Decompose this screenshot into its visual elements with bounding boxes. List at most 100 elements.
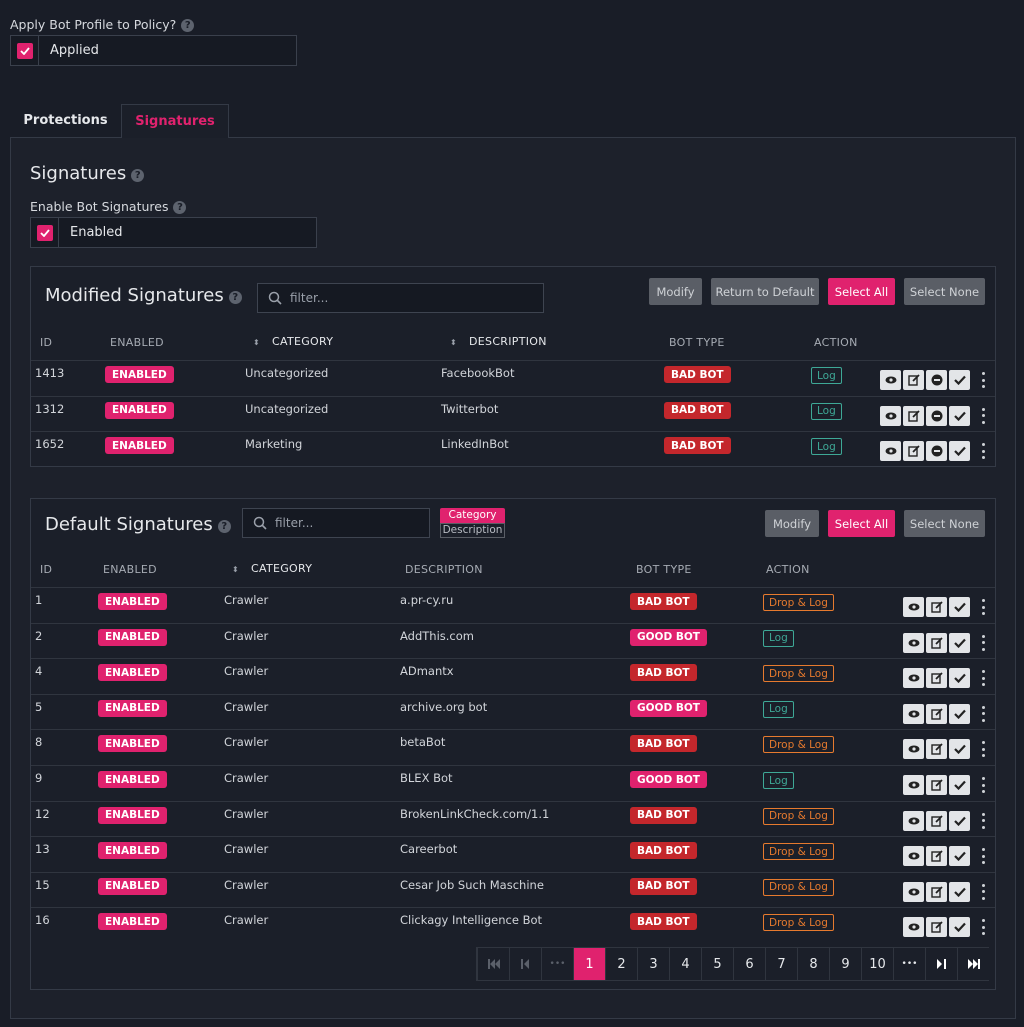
page-9-button[interactable]: 9 [829, 948, 861, 980]
eye-button[interactable] [903, 810, 924, 831]
page-10-button[interactable]: 10 [861, 948, 893, 980]
col-category[interactable]: ⬍ CATEGORY [253, 335, 334, 348]
edit-button[interactable] [926, 775, 947, 795]
modify-button[interactable]: Modify [649, 278, 702, 305]
minus-button[interactable] [926, 370, 947, 390]
edit-button[interactable] [926, 810, 947, 831]
minus-button[interactable] [926, 405, 947, 426]
check-button[interactable] [949, 881, 970, 902]
select-none-button[interactable]: Select None [904, 510, 985, 537]
enable-signatures-checkbox[interactable]: Enabled [30, 217, 317, 248]
eye-button[interactable] [903, 881, 924, 902]
eye-button[interactable] [903, 703, 924, 724]
page-2-button[interactable]: 2 [605, 948, 637, 980]
check-button[interactable] [949, 441, 970, 461]
check-button[interactable] [949, 405, 970, 426]
edit-button[interactable] [926, 881, 947, 902]
check-button[interactable] [949, 632, 970, 653]
page-5-button[interactable]: 5 [701, 948, 733, 980]
edit-button[interactable] [926, 597, 947, 617]
more-options-icon[interactable] [981, 883, 985, 900]
table-row[interactable] [31, 622, 995, 659]
table-row[interactable] [31, 836, 995, 872]
table-row[interactable] [31, 693, 995, 730]
edit-button[interactable] [926, 739, 947, 760]
table-row[interactable] [31, 658, 995, 694]
prev-page-button[interactable] [509, 948, 541, 980]
eye-button[interactable] [903, 739, 924, 760]
page-3-button[interactable]: 3 [637, 948, 669, 980]
modify-button[interactable]: Modify [765, 510, 819, 537]
check-button[interactable] [949, 703, 970, 724]
next-page-button[interactable] [925, 948, 957, 980]
tab-signatures[interactable]: Signatures [121, 104, 229, 138]
edit-button[interactable] [903, 370, 924, 390]
page-8-button[interactable]: 8 [797, 948, 829, 980]
table-row[interactable] [31, 765, 995, 801]
table-row[interactable] [31, 360, 995, 396]
more-options-icon[interactable] [981, 812, 985, 829]
select-all-button[interactable]: Select All [828, 510, 895, 537]
table-row[interactable] [31, 395, 995, 432]
page-1-button[interactable]: 1 [573, 948, 605, 980]
eye-button[interactable] [880, 441, 901, 461]
return-to-default-button[interactable]: Return to Default [711, 278, 819, 305]
default-filter-input[interactable]: filter... [242, 508, 430, 538]
page-4-button[interactable]: 4 [669, 948, 701, 980]
edit-button[interactable] [926, 632, 947, 653]
eye-button[interactable] [903, 846, 924, 867]
eye-button[interactable] [903, 597, 924, 617]
select-all-button[interactable]: Select All [828, 278, 895, 305]
table-row[interactable] [31, 871, 995, 908]
more-options-icon[interactable] [981, 919, 985, 936]
help-icon[interactable]: ? [173, 201, 187, 214]
check-button[interactable] [949, 775, 970, 795]
select-none-button[interactable]: Select None [904, 278, 985, 305]
tab-protections[interactable]: Protections [23, 113, 108, 128]
more-options-icon[interactable] [981, 705, 985, 722]
more-options-icon[interactable] [981, 599, 985, 615]
check-button[interactable] [949, 597, 970, 617]
help-icon[interactable]: ? [181, 19, 195, 32]
check-button[interactable] [949, 810, 970, 831]
table-row[interactable] [31, 907, 995, 943]
eye-button[interactable] [903, 917, 924, 938]
check-button[interactable] [949, 668, 970, 689]
table-row[interactable] [31, 729, 995, 765]
more-options-icon[interactable] [981, 443, 985, 459]
table-row[interactable] [31, 587, 995, 623]
help-icon[interactable]: ? [228, 291, 242, 304]
edit-button[interactable] [926, 703, 947, 724]
filter-option-category[interactable]: Category [440, 508, 505, 523]
more-options-icon[interactable] [981, 848, 985, 865]
more-options-icon[interactable] [981, 407, 985, 424]
eye-button[interactable] [903, 668, 924, 689]
check-button[interactable] [949, 917, 970, 938]
last-page-button[interactable] [957, 948, 989, 980]
edit-button[interactable] [926, 668, 947, 689]
check-button[interactable] [949, 370, 970, 390]
check-button[interactable] [949, 846, 970, 867]
more-options-icon[interactable] [981, 777, 985, 793]
eye-button[interactable] [903, 775, 924, 795]
ellipsis-right[interactable]: ••• [893, 948, 925, 980]
page-6-button[interactable]: 6 [733, 948, 765, 980]
check-button[interactable] [949, 739, 970, 760]
filter-option-description[interactable]: Description [440, 523, 505, 538]
more-options-icon[interactable] [981, 372, 985, 388]
table-row[interactable] [31, 800, 995, 837]
edit-button[interactable] [903, 405, 924, 426]
eye-button[interactable] [903, 632, 924, 653]
edit-button[interactable] [903, 441, 924, 461]
first-page-button[interactable] [477, 948, 509, 980]
edit-button[interactable] [926, 917, 947, 938]
minus-button[interactable] [926, 441, 947, 461]
apply-profile-checkbox[interactable]: Applied [10, 35, 297, 66]
col-description[interactable]: ⬍ DESCRIPTION [450, 335, 547, 348]
more-options-icon[interactable] [981, 741, 985, 758]
help-icon[interactable]: ? [217, 520, 231, 533]
more-options-icon[interactable] [981, 670, 985, 687]
eye-button[interactable] [880, 405, 901, 426]
page-7-button[interactable]: 7 [765, 948, 797, 980]
more-options-icon[interactable] [981, 634, 985, 651]
